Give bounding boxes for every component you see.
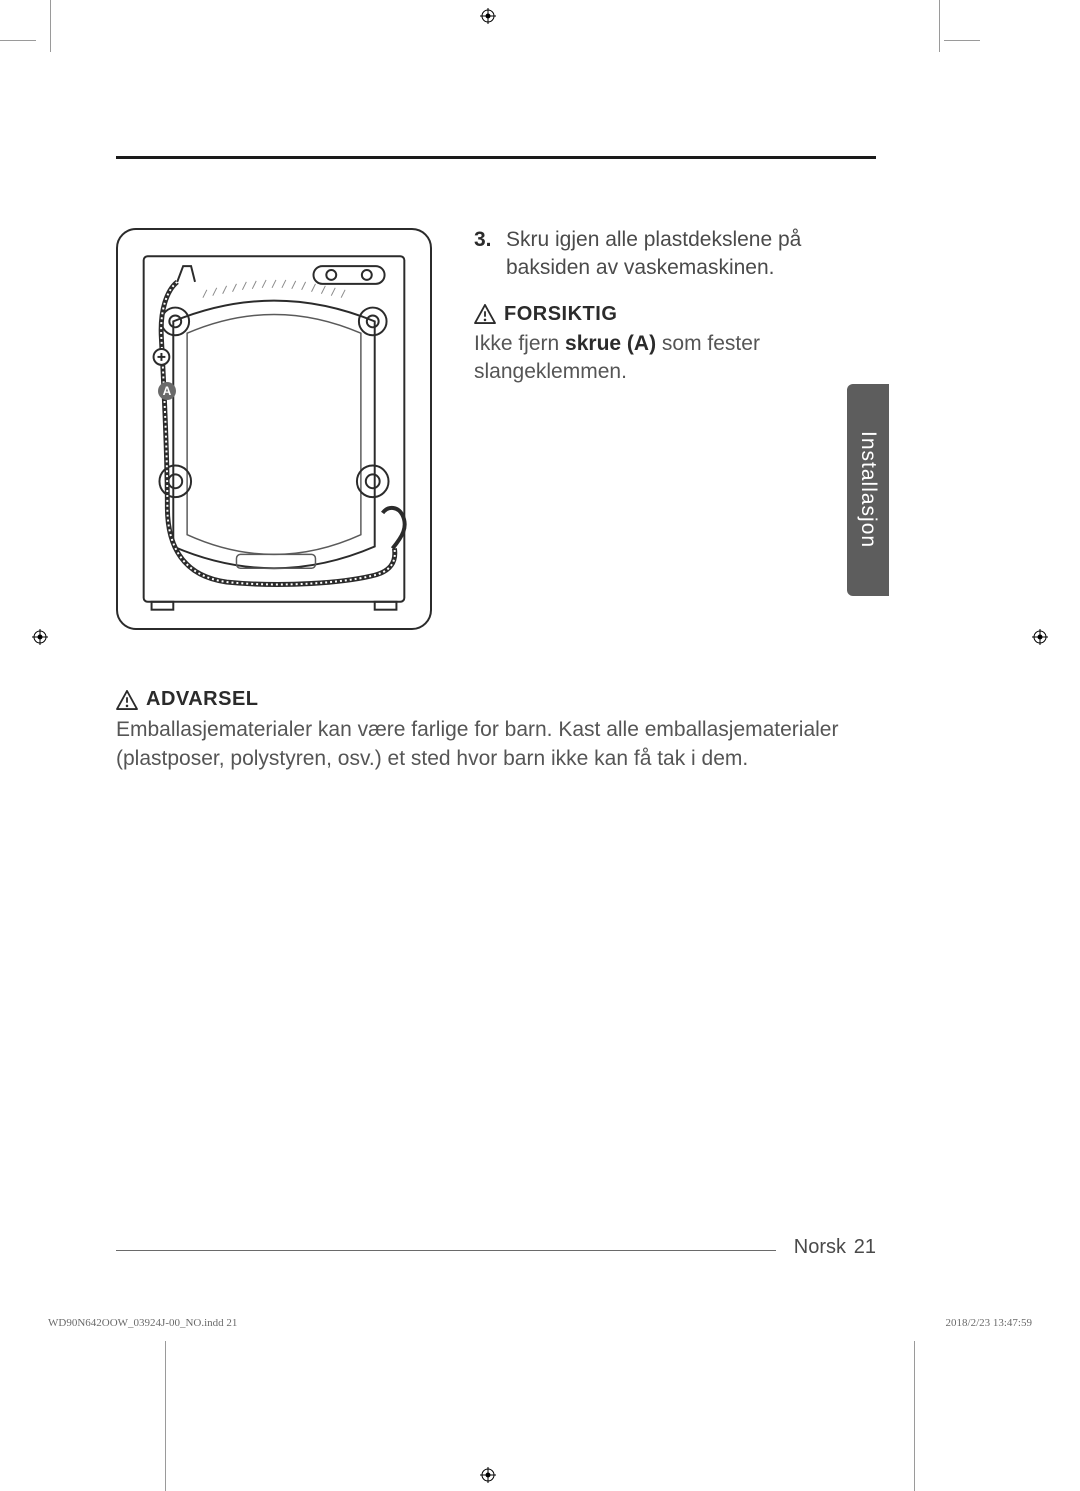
imprint-filename: WD90N642OOW_03924J-00_NO.indd 21 <box>48 1317 237 1329</box>
washer-back-illustration: A <box>116 228 432 630</box>
caution-body: Ikke fjern skrue (A) som fester slangekl… <box>474 330 854 387</box>
content-top-rule <box>116 156 876 159</box>
caution-triangle-icon <box>474 304 496 324</box>
step-3: 3. Skru igjen alle plastdekslene på baks… <box>474 226 854 283</box>
crop-mark <box>0 40 36 41</box>
registration-mark-icon <box>480 8 496 24</box>
registration-mark-icon <box>32 629 48 645</box>
crop-mark <box>914 1341 915 1491</box>
crop-mark <box>944 40 980 41</box>
caution-heading: FORSIKTIG <box>474 303 854 326</box>
warning-triangle-icon <box>116 690 138 710</box>
warning-body: Emballasjematerialer kan være farlige fo… <box>116 715 876 774</box>
registration-mark-icon <box>480 1467 496 1483</box>
caution-label: FORSIKTIG <box>504 303 617 326</box>
footer-rule <box>116 1250 776 1251</box>
crop-mark <box>165 1341 166 1491</box>
step-number: 3. <box>474 226 496 283</box>
section-tab-label: Installasjon <box>856 431 880 548</box>
footer-page-number: 21 <box>854 1236 876 1259</box>
crop-mark <box>50 0 51 52</box>
footer-language: Norsk <box>794 1236 846 1259</box>
section-tab: Installasjon <box>847 384 889 596</box>
caution-body-pre: Ikke fjern <box>474 332 565 355</box>
imprint-timestamp: 2018/2/23 13:47:59 <box>946 1317 1032 1329</box>
warning-label: ADVARSEL <box>146 688 259 711</box>
callout-label-a: A <box>158 382 176 400</box>
registration-mark-icon <box>1032 629 1048 645</box>
warning-heading: ADVARSEL <box>116 688 876 711</box>
crop-mark <box>939 0 940 52</box>
caution-body-bold: skrue (A) <box>565 332 656 355</box>
step-text: Skru igjen alle plastdekslene på bakside… <box>506 226 854 283</box>
